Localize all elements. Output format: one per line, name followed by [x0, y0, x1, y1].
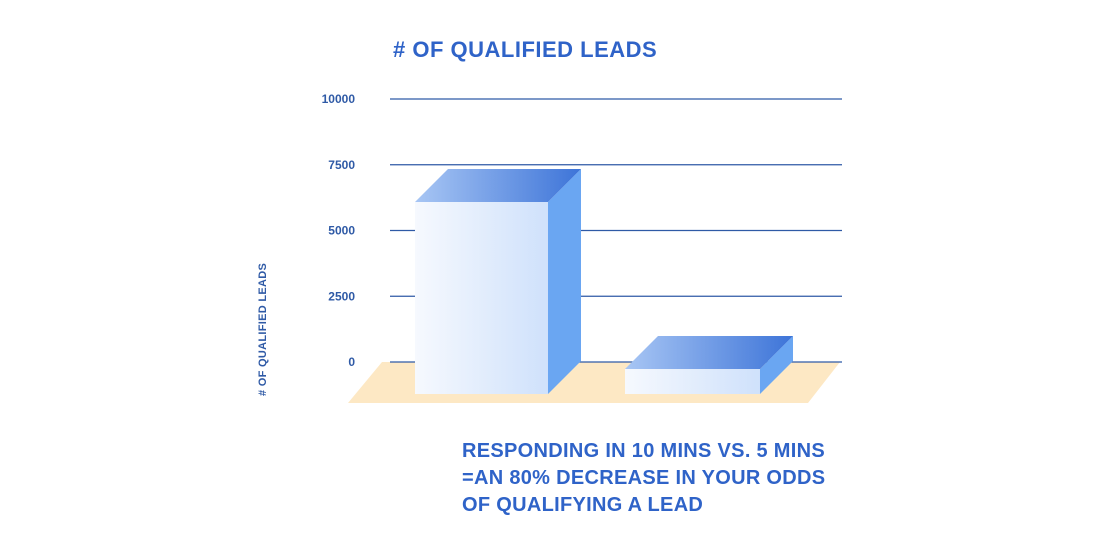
- caption-line-2: =AN 80% DECREASE IN YOUR ODDS: [462, 467, 826, 489]
- y-axis-label: # OF QUALIFIED LEADS: [257, 263, 269, 396]
- y-tick-label: 7500: [328, 158, 355, 172]
- y-tick-label: 2500: [328, 289, 355, 303]
- bar-front-face: [415, 202, 548, 394]
- bar-front-face: [625, 369, 760, 394]
- bar-side-face: [760, 336, 793, 394]
- caption-line-1: RESPONDING IN 10 MINS VS. 5 MINS: [462, 440, 826, 462]
- chart-title: # OF QUALIFIED LEADS: [393, 37, 657, 62]
- bar-side-face: [548, 169, 581, 394]
- y-tick-label: 0: [348, 355, 355, 369]
- bar-top-face: [415, 169, 581, 203]
- y-tick-label: 10000: [322, 92, 356, 106]
- caption-line-3: OF QUALIFYING A LEAD: [462, 494, 704, 516]
- bar: [625, 336, 793, 394]
- caption: RESPONDING IN 10 MINS VS. 5 MINS =AN 80%…: [462, 438, 882, 519]
- bar: [415, 169, 581, 394]
- y-tick-label: 5000: [328, 224, 355, 238]
- bar-top-face: [625, 336, 793, 370]
